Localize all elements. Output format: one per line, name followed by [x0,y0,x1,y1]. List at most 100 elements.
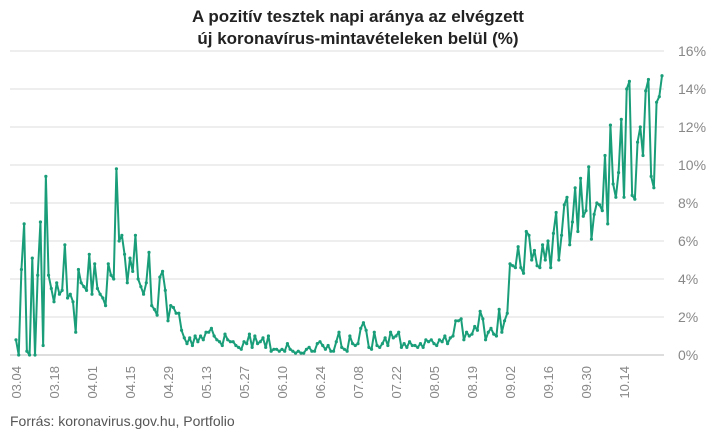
data-point [188,336,192,340]
data-point [492,332,496,336]
data-point [288,347,292,351]
data-point [456,319,461,323]
data-point [315,342,319,346]
x-tick-label: 03.18 [47,366,62,399]
data-point [171,305,176,310]
data-point [226,338,230,342]
data-point [388,330,393,334]
data-point [131,269,135,273]
data-point [342,347,347,351]
x-tick-label: 05.13 [199,366,214,399]
data-point [652,186,656,190]
y-axis-labels: 0% 2% 4% 6% 8% 10% 12% 14% 16% [678,43,706,363]
data-point [255,342,260,346]
data-point [312,349,317,353]
data-point [500,330,504,334]
data-point [660,74,664,78]
data-point [185,342,189,346]
data-point [451,334,455,338]
data-point [103,304,108,308]
data-point [207,330,211,334]
data-point [576,229,580,234]
data-point [470,332,474,336]
data-point [527,233,531,237]
data-point [155,313,159,317]
x-tick-label: 04.01 [85,366,100,399]
data-point [508,262,512,266]
x-tick-label: 06.10 [275,366,290,399]
data-point [426,340,431,344]
data-point [592,212,596,216]
data-point [489,326,493,330]
data-point [57,292,62,296]
data-point [139,285,143,289]
data-point [125,281,129,285]
data-point [448,336,452,340]
data-point [33,353,37,357]
data-point [190,343,195,348]
data-point [359,326,363,330]
data-point [291,349,295,353]
data-point [649,174,653,178]
data-point [158,275,162,279]
data-point [163,288,167,292]
data-point [638,125,642,129]
data-point [46,273,51,277]
data-point [380,342,385,346]
data-point [318,340,322,344]
data-point [654,100,659,104]
data-point [627,79,632,83]
x-tick-label: 06.24 [313,366,328,399]
data-point [467,334,471,338]
data-point [25,349,29,353]
data-point [269,349,273,353]
chart-title-line-1: A pozitív tesztek napi aránya az elvégze… [192,7,524,26]
data-point [169,304,173,308]
data-point [543,258,547,262]
data-point [454,319,458,323]
data-point [302,351,306,355]
data-point [299,351,303,355]
data-point [60,288,64,292]
data-point [323,347,328,351]
data-point [122,252,127,256]
data-point [570,220,575,224]
data-point [397,330,401,334]
data-point [635,140,640,144]
data-point [524,229,528,234]
data-point [253,334,257,338]
data-point [27,353,32,357]
data-point [141,292,146,296]
data-point [236,345,241,349]
data-point [109,273,113,277]
data-point [481,317,485,321]
data-point [274,347,279,351]
data-point [597,203,602,207]
data-point [82,285,86,289]
x-tick-label: 04.29 [161,366,176,399]
data-point [217,340,222,344]
data-point [505,311,509,315]
x-tick-label: 07.22 [389,366,404,399]
data-point [619,117,623,121]
data-point [345,349,349,353]
data-point [603,153,607,158]
data-point [90,292,94,296]
x-tick-label: 05.27 [237,366,252,399]
data-point [201,338,205,342]
data-point [293,351,298,355]
data-point [334,340,338,344]
data-point [55,281,59,285]
data-point [234,343,238,348]
data-point [17,353,21,357]
data-point [84,288,89,292]
data-point [112,277,116,281]
data-point [611,182,615,186]
data-point [136,277,140,281]
data-point [445,342,450,346]
data-point [578,176,583,180]
y-tick-label: 16% [678,43,706,59]
data-point [38,220,43,224]
